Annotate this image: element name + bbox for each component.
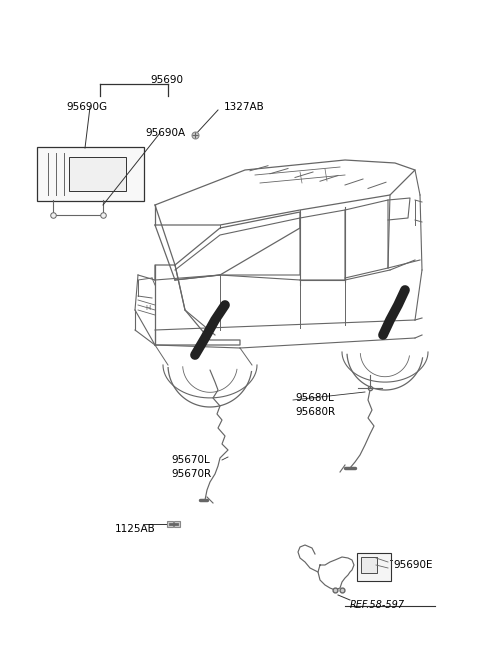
FancyBboxPatch shape [37, 147, 144, 201]
Text: 95680R: 95680R [295, 407, 335, 417]
FancyBboxPatch shape [361, 557, 377, 573]
Text: 95670L: 95670L [171, 455, 210, 465]
Text: 95690: 95690 [151, 75, 183, 85]
FancyBboxPatch shape [357, 553, 391, 581]
Text: REF.58-597: REF.58-597 [350, 600, 405, 610]
Text: H: H [145, 305, 151, 311]
FancyBboxPatch shape [69, 157, 126, 191]
Text: 95690A: 95690A [145, 128, 185, 138]
Text: 95690E: 95690E [393, 560, 432, 570]
Text: 95690G: 95690G [66, 102, 108, 112]
Text: 95680L: 95680L [295, 393, 334, 403]
Text: 95670R: 95670R [171, 469, 211, 479]
Text: 1327AB: 1327AB [224, 102, 265, 112]
Text: 1125AB: 1125AB [115, 524, 156, 534]
